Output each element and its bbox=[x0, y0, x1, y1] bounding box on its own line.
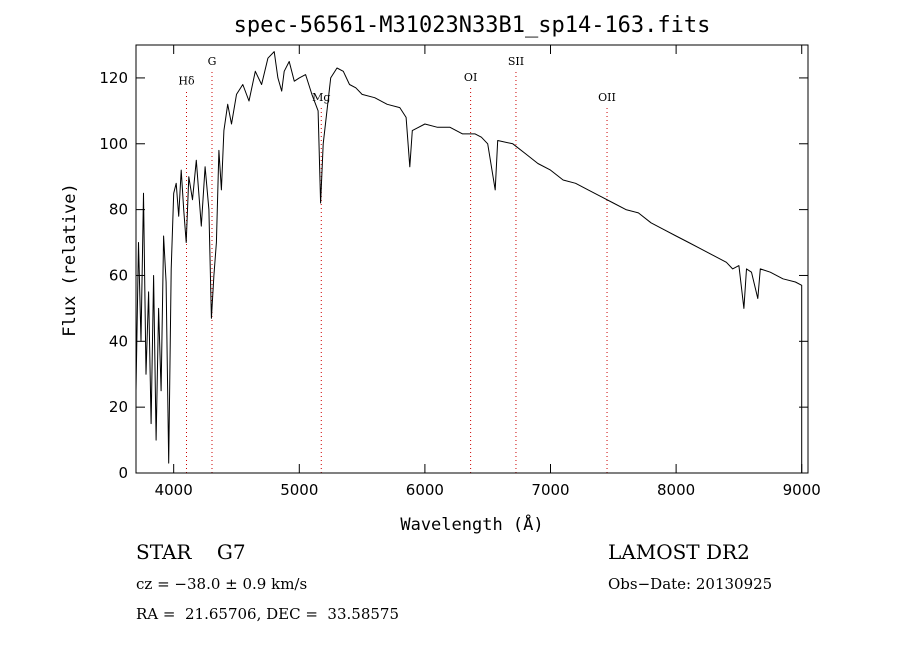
y-tick-label: 80 bbox=[109, 201, 128, 219]
x-tick-label: 5000 bbox=[280, 481, 318, 499]
plot-frame bbox=[135, 44, 809, 474]
y-tick-label: 100 bbox=[99, 135, 128, 153]
y-tick-label: 40 bbox=[109, 332, 128, 350]
y-tick-label: 120 bbox=[99, 69, 128, 87]
x-axis-label: Wavelength (Å) bbox=[400, 513, 543, 535]
marker-label: OII bbox=[598, 91, 616, 104]
marker-label: Hδ bbox=[178, 75, 195, 88]
y-tick-label: 0 bbox=[118, 464, 128, 482]
object-type: STAR G7 bbox=[136, 540, 246, 564]
x-tick-label: 9000 bbox=[783, 481, 821, 499]
x-tick-label: 4000 bbox=[155, 481, 193, 499]
y-tick-label: 20 bbox=[109, 398, 128, 416]
observation-date: Obs−Date: 20130925 bbox=[608, 575, 773, 593]
x-tick-label: 6000 bbox=[406, 481, 444, 499]
axis-ticks: 4000 5000 6000 7000 8000 9000 0 20 40 60 80 100 120 bbox=[99, 45, 821, 499]
marker-label: OI bbox=[464, 71, 477, 84]
spectral-line-markers: Hδ G Mg OI SII OII bbox=[178, 55, 616, 473]
y-tick-label: 60 bbox=[109, 266, 128, 284]
marker-label: G bbox=[208, 55, 217, 68]
x-tick-label: 7000 bbox=[531, 481, 569, 499]
x-tick-label: 8000 bbox=[657, 481, 695, 499]
y-axis-label: Flux (relative) bbox=[60, 183, 80, 337]
marker-label: SII bbox=[508, 55, 524, 68]
ra-dec-coordinates: RA = 21.65706, DEC = 33.58575 bbox=[136, 605, 400, 623]
redshift-cz: cz = −38.0 ± 0.9 km/s bbox=[136, 575, 308, 593]
survey-name: LAMOST DR2 bbox=[608, 540, 750, 564]
flux-series-line bbox=[135, 51, 803, 473]
marker-label: Mg bbox=[312, 91, 330, 104]
chart-title: spec-56561-M31023N33B1_sp14-163.fits bbox=[234, 13, 711, 38]
series-layer bbox=[135, 51, 803, 473]
